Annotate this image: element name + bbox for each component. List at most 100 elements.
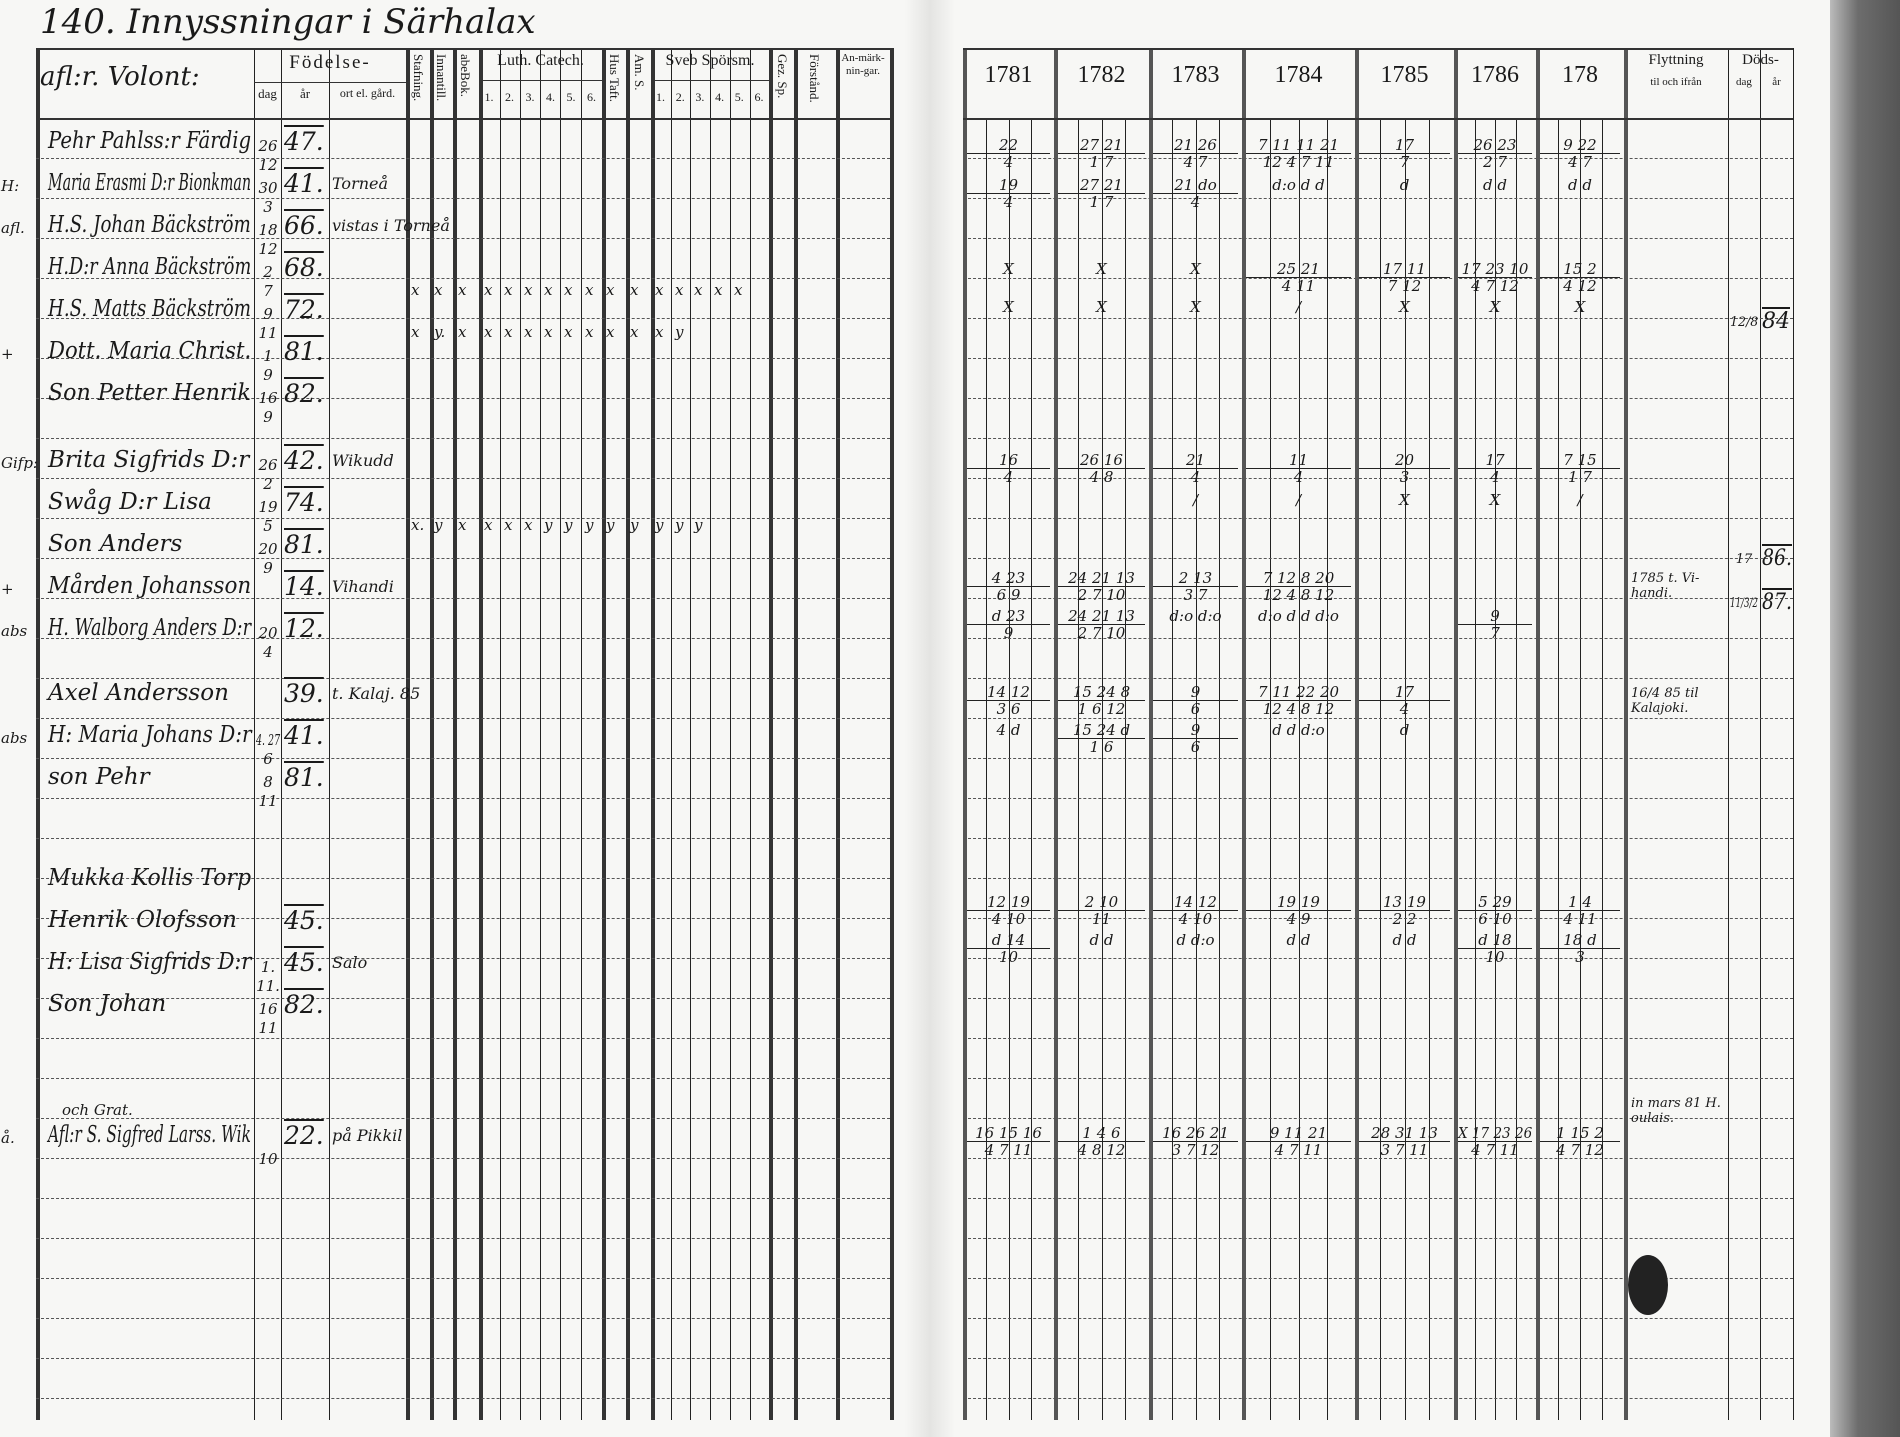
header-ar: år bbox=[299, 86, 311, 101]
record-day: X bbox=[1489, 491, 1501, 509]
year-record-cell: 5 29 6 10 bbox=[1458, 894, 1532, 927]
year-record-cell: 24 21 13 2 7 10 bbox=[1058, 570, 1145, 603]
record-month: 6 bbox=[1153, 738, 1238, 755]
row-rule bbox=[963, 558, 1793, 559]
column-rule bbox=[329, 48, 330, 1420]
row-rule bbox=[36, 1158, 890, 1159]
year-record-cell: 27 21 1 7 bbox=[1058, 137, 1145, 170]
quarter-column-rule bbox=[1008, 118, 1010, 1420]
column-rule bbox=[453, 48, 457, 1420]
year-record-cell: 16 4 bbox=[967, 452, 1050, 485]
record-month: 4 7 11 bbox=[1458, 1141, 1532, 1158]
year-record-cell: 16 26 21 3 7 12 bbox=[1153, 1125, 1238, 1158]
entry-birth-month: 10 bbox=[258, 1150, 278, 1168]
record-day: 15 24 8 bbox=[1072, 683, 1131, 701]
death-day: 12/8 bbox=[1730, 315, 1759, 330]
examination-mark: y bbox=[694, 516, 703, 534]
entry-birth-year: 81. bbox=[284, 763, 324, 792]
record-day: d d bbox=[1392, 931, 1417, 949]
record-day: X bbox=[1489, 298, 1501, 316]
year-record-cell: 4 d bbox=[967, 722, 1050, 738]
record-day: 14 12 bbox=[987, 683, 1030, 701]
record-month: 9 bbox=[967, 624, 1050, 641]
record-month: 2 2 bbox=[1359, 910, 1450, 927]
year-record-cell: / bbox=[1246, 299, 1351, 315]
entry-birth-year: 81. bbox=[284, 530, 324, 559]
entry-birth-year: 47. bbox=[284, 127, 324, 156]
record-month: 4 7 11 bbox=[967, 1141, 1050, 1158]
column-rule bbox=[254, 48, 255, 1420]
record-day: 21 bbox=[1185, 451, 1206, 469]
examination-mark: x bbox=[504, 281, 513, 299]
record-day: X bbox=[1003, 260, 1014, 278]
entry-birth-month: 12 bbox=[258, 156, 278, 174]
year-record-cell: / bbox=[1153, 492, 1238, 508]
record-month: 4 12 bbox=[1540, 277, 1620, 294]
entry-name: Axel Andersson bbox=[48, 680, 229, 706]
column-rule bbox=[602, 48, 606, 1420]
quarter-column-rule bbox=[1195, 118, 1197, 1420]
header-flyttning-sub: til och ifrån bbox=[1650, 76, 1702, 88]
year-record-cell: 17 7 bbox=[1359, 137, 1450, 170]
year-record-cell: 21 4 bbox=[1153, 452, 1238, 485]
sveb-number: 6. bbox=[754, 90, 764, 104]
entry-birth-day: 26 bbox=[258, 456, 278, 474]
row-rule bbox=[963, 1398, 1793, 1399]
row-rule bbox=[963, 958, 1793, 959]
row-rule bbox=[963, 1118, 1793, 1119]
record-day: X 17 23 26 bbox=[1458, 1124, 1533, 1142]
record-day: 9 bbox=[1190, 683, 1201, 701]
record-day: 19 19 bbox=[1277, 893, 1320, 911]
row-rule bbox=[963, 1038, 1793, 1039]
examination-mark: y bbox=[630, 516, 639, 534]
page-gutter bbox=[905, 0, 955, 1437]
record-month: 10 bbox=[1458, 948, 1532, 965]
entry-birth-month: 9 bbox=[263, 559, 273, 577]
quarter-column-rule bbox=[1379, 118, 1381, 1420]
year-record-cell: X bbox=[967, 261, 1050, 277]
year-record-cell: d 23 9 bbox=[967, 608, 1050, 641]
entry-birth-day: 20 bbox=[258, 624, 278, 642]
quarter-column-rule bbox=[1580, 118, 1581, 1420]
row-rule bbox=[36, 638, 890, 639]
examination-mark: y bbox=[434, 516, 443, 534]
record-month: 4 bbox=[1246, 468, 1351, 485]
record-day: X bbox=[1096, 298, 1107, 316]
row-rule bbox=[36, 1038, 890, 1039]
entry-birth-year: 14. bbox=[284, 572, 324, 601]
examination-mark: x bbox=[458, 323, 467, 341]
record-day: 27 21 bbox=[1080, 176, 1123, 194]
examination-mark: x bbox=[606, 323, 615, 341]
entry-birth-place: Torneå bbox=[332, 174, 389, 193]
record-day: d d bbox=[1286, 931, 1311, 949]
record-day: X bbox=[1003, 298, 1014, 316]
column-rule bbox=[750, 48, 751, 1420]
record-day: 1 15 2 bbox=[1556, 1124, 1604, 1142]
record-day: d 14 bbox=[991, 931, 1026, 949]
record-month: 2 7 10 bbox=[1058, 586, 1145, 603]
record-day: d d bbox=[1483, 176, 1507, 194]
year-record-cell: 13 19 2 2 bbox=[1359, 894, 1450, 927]
header-ort: ort el. gård. bbox=[339, 86, 396, 100]
row-rule bbox=[36, 1358, 890, 1359]
entry-birth-day: 30 bbox=[258, 179, 278, 197]
header-am-s: Am. S. bbox=[632, 54, 647, 91]
entry-birth-day: 4. 27 bbox=[256, 731, 281, 749]
examination-mark: x bbox=[411, 281, 420, 299]
record-month: 1 6 bbox=[1058, 738, 1145, 755]
record-day: X bbox=[1190, 260, 1201, 278]
year-record-cell: d d bbox=[1359, 932, 1450, 948]
header-sveb-sporsm: Sveb Spörsm. bbox=[665, 52, 755, 69]
record-day: 28 31 13 bbox=[1371, 1124, 1438, 1142]
record-month: 3 bbox=[1540, 948, 1620, 965]
row-rule bbox=[36, 958, 890, 959]
record-day: 25 21 bbox=[1277, 260, 1320, 278]
record-day: 15 2 bbox=[1563, 260, 1597, 278]
row-rule bbox=[963, 238, 1793, 239]
header-fodelse: Födelse- bbox=[289, 52, 371, 73]
luth-number: 6. bbox=[587, 90, 596, 104]
examination-mark: x bbox=[544, 323, 553, 341]
